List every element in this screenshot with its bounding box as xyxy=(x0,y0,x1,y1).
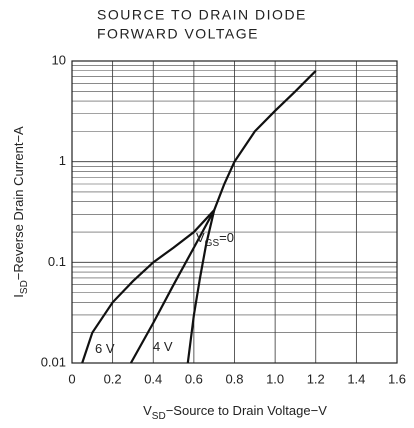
label-main: V xyxy=(196,230,205,245)
x-tick-label: 0.8 xyxy=(225,371,243,386)
x-tick-label: 1.2 xyxy=(307,371,325,386)
curve xyxy=(81,70,317,364)
label-rest: −Source to Drain Voltage−V xyxy=(166,403,327,418)
label-main: I xyxy=(11,294,26,298)
y-tick-label: 0.1 xyxy=(48,254,66,269)
label: VGS=0 xyxy=(196,230,234,248)
y-tick-label: 1 xyxy=(59,153,66,168)
x-tick-label: 0 xyxy=(68,371,75,386)
label-rest: =0 xyxy=(219,230,234,245)
label: VSD−Source to Drain Voltage−V xyxy=(143,403,327,421)
x-tick-label: 1.0 xyxy=(266,371,284,386)
label-sub: SD xyxy=(152,411,166,422)
y-tick-label: 10 xyxy=(52,52,66,67)
curve xyxy=(129,209,216,364)
plot-frame xyxy=(71,60,398,364)
label-main: V xyxy=(143,403,152,418)
x-tick-label: 1.6 xyxy=(388,371,406,386)
label-main: 4 V xyxy=(153,339,173,354)
x-tick-label: 0.2 xyxy=(104,371,122,386)
curve xyxy=(186,209,216,364)
label: ISD−Reverse Drain Current−A xyxy=(11,126,29,298)
label: 4 V xyxy=(153,339,173,354)
chart-title: SOURCE TO DRAIN DIODE xyxy=(97,7,307,23)
y-tick-label: 0.01 xyxy=(41,354,66,369)
x-tick-label: 0.6 xyxy=(185,371,203,386)
label-rest: −Reverse Drain Current−A xyxy=(11,126,26,280)
label: 6 V xyxy=(95,341,115,356)
label-main: 6 V xyxy=(95,341,115,356)
label-sub: GS xyxy=(205,238,220,249)
chart-title: FORWARD VOLTAGE xyxy=(97,26,259,42)
label-sub: SD xyxy=(19,280,30,294)
x-tick-label: 0.4 xyxy=(144,371,162,386)
x-tick-label: 1.4 xyxy=(347,371,365,386)
